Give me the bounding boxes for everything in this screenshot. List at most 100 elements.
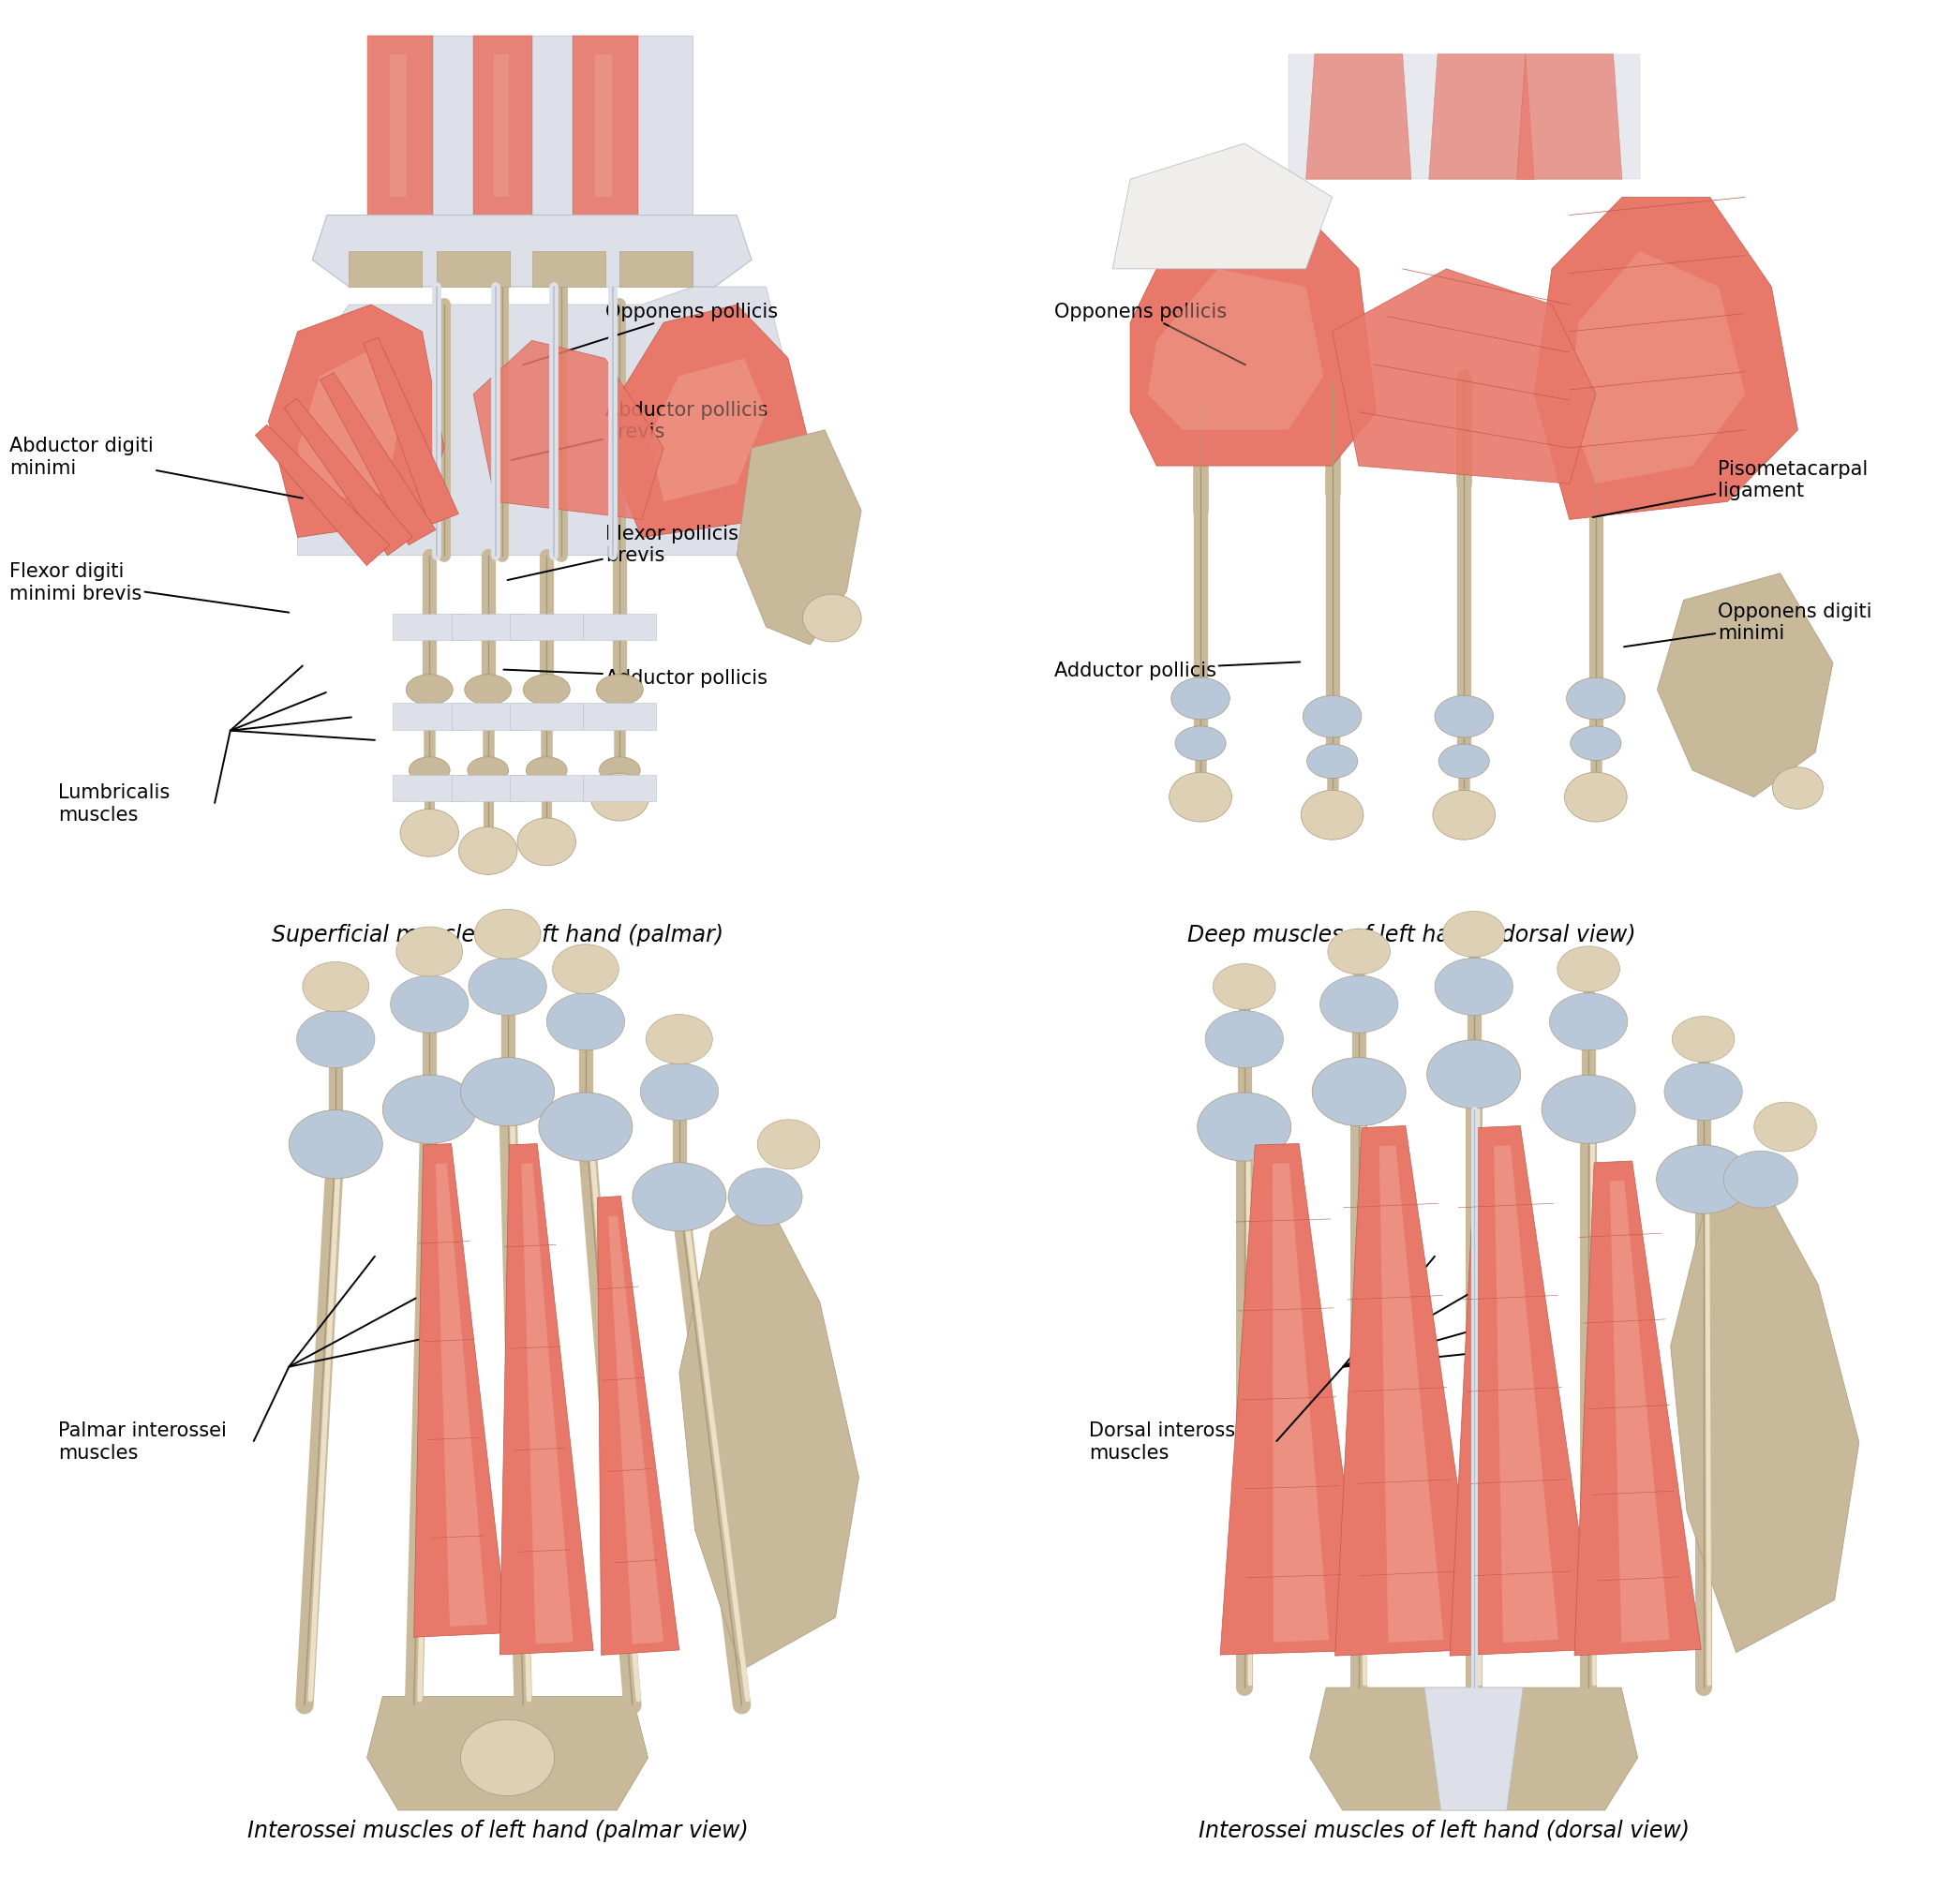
Text: Opponens pollicis: Opponens pollicis [523,303,777,366]
Ellipse shape [539,1093,632,1161]
Ellipse shape [1665,1064,1743,1121]
Polygon shape [297,350,400,503]
Ellipse shape [297,1011,375,1068]
Polygon shape [1534,198,1798,520]
Ellipse shape [728,1169,802,1226]
Polygon shape [584,704,656,731]
Ellipse shape [1435,697,1493,739]
Polygon shape [1493,1146,1558,1643]
Polygon shape [367,1696,648,1811]
Polygon shape [1331,270,1597,484]
Polygon shape [437,251,509,288]
Text: Superficial muscles of left hand (palmar): Superficial muscles of left hand (palmar… [271,923,724,946]
Polygon shape [472,341,664,520]
Ellipse shape [1327,929,1390,975]
Ellipse shape [289,1110,383,1179]
Polygon shape [435,1163,488,1626]
Polygon shape [494,55,508,198]
Polygon shape [269,305,445,539]
Polygon shape [500,1144,593,1655]
Polygon shape [531,251,605,288]
Ellipse shape [1312,1059,1405,1127]
Ellipse shape [527,758,566,784]
Ellipse shape [459,828,517,876]
Polygon shape [1569,251,1745,484]
Ellipse shape [640,1064,718,1121]
Polygon shape [451,775,525,802]
Polygon shape [1113,145,1331,270]
Ellipse shape [552,944,619,994]
Polygon shape [371,36,693,215]
Text: Adductor pollicis: Adductor pollicis [1054,661,1300,680]
Text: Abductor digiti
minimi: Abductor digiti minimi [10,436,303,499]
Polygon shape [679,1198,859,1670]
Ellipse shape [383,1076,476,1144]
Text: Flexor digiti
minimi brevis: Flexor digiti minimi brevis [10,562,289,613]
Polygon shape [392,704,467,731]
Ellipse shape [599,758,640,784]
Polygon shape [584,775,656,802]
Ellipse shape [757,1120,820,1169]
Polygon shape [1310,1687,1638,1811]
Ellipse shape [523,676,570,706]
Polygon shape [1335,1125,1482,1656]
Ellipse shape [597,676,642,706]
Polygon shape [1288,55,1640,181]
Polygon shape [474,36,531,215]
Text: Opponens digiti
minimi: Opponens digiti minimi [1624,602,1872,647]
Polygon shape [392,615,467,642]
Polygon shape [619,305,810,539]
Polygon shape [390,55,406,198]
Polygon shape [572,36,638,215]
Polygon shape [584,615,656,642]
Ellipse shape [590,773,648,821]
Polygon shape [297,288,810,556]
Ellipse shape [465,676,511,706]
Ellipse shape [1171,678,1230,720]
Ellipse shape [461,1059,554,1127]
Polygon shape [1425,1687,1523,1811]
Polygon shape [414,1144,508,1637]
Polygon shape [1450,1125,1597,1656]
Text: Adductor pollicis: Adductor pollicis [504,668,767,687]
Polygon shape [1610,1180,1669,1643]
Ellipse shape [406,676,453,706]
Polygon shape [1220,1144,1366,1655]
Ellipse shape [1542,1076,1636,1144]
Polygon shape [1429,55,1534,181]
Ellipse shape [1427,1040,1521,1108]
Text: Deep muscles of left hand: (dorsal view): Deep muscles of left hand: (dorsal view) [1187,923,1636,946]
Polygon shape [509,615,584,642]
Ellipse shape [1571,727,1620,762]
Ellipse shape [632,1163,726,1232]
Ellipse shape [1204,1011,1282,1068]
Polygon shape [1306,55,1411,181]
Polygon shape [509,775,584,802]
Ellipse shape [396,927,463,977]
Polygon shape [619,251,693,288]
Text: Pisometacarpal
ligament: Pisometacarpal ligament [1593,459,1868,518]
Polygon shape [320,373,435,546]
Polygon shape [256,426,390,565]
Polygon shape [521,1163,574,1645]
Ellipse shape [1724,1152,1798,1209]
Polygon shape [1671,1180,1858,1653]
Ellipse shape [474,910,541,960]
Ellipse shape [1566,678,1624,720]
Polygon shape [285,400,412,556]
Ellipse shape [1175,727,1226,762]
Polygon shape [1575,1161,1700,1656]
Ellipse shape [1558,946,1620,992]
Ellipse shape [467,758,508,784]
Polygon shape [609,1217,664,1645]
Text: Interossei muscles of left hand (dorsal view): Interossei muscles of left hand (dorsal … [1199,1818,1690,1841]
Polygon shape [648,360,765,503]
Polygon shape [1517,55,1622,181]
Polygon shape [736,430,861,645]
Ellipse shape [1169,773,1232,823]
Polygon shape [349,251,422,288]
Ellipse shape [1304,697,1361,739]
Ellipse shape [547,994,625,1051]
Polygon shape [451,615,525,642]
Ellipse shape [1435,958,1513,1015]
